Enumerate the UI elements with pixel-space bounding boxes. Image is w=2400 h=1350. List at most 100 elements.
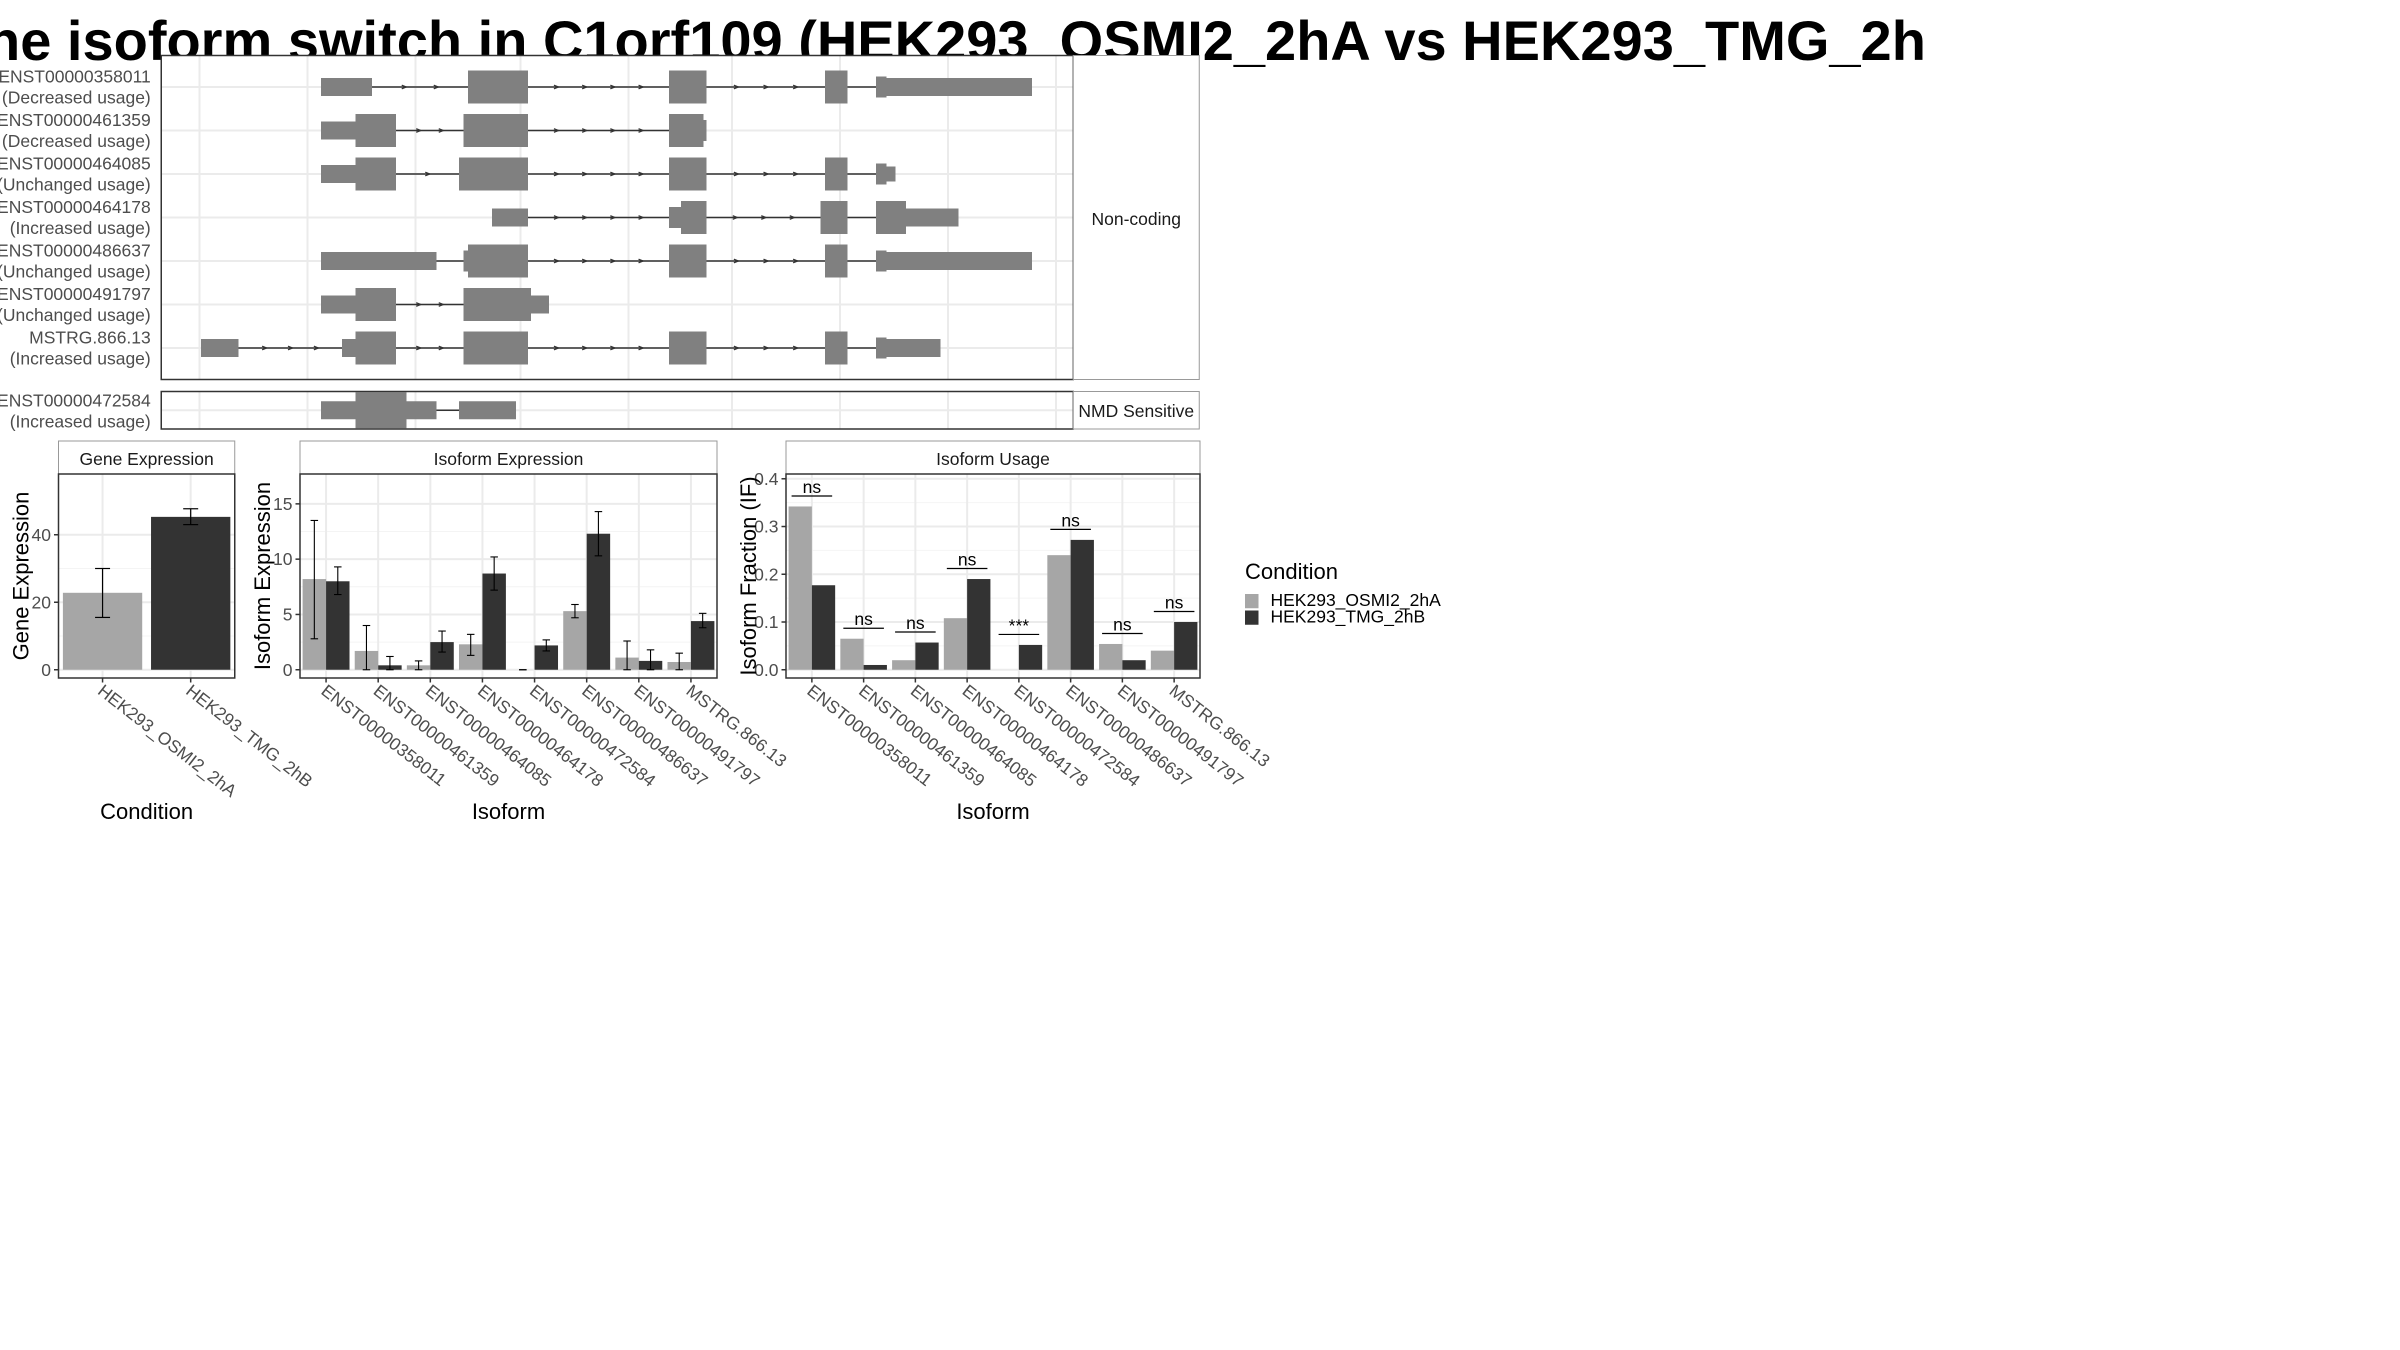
y-tick-label: 10 bbox=[273, 549, 293, 569]
exon-block bbox=[876, 163, 887, 185]
panel-border bbox=[57, 473, 236, 679]
intron-arrow bbox=[610, 345, 617, 351]
legend-title: Condition bbox=[1245, 559, 1338, 584]
isoform-row-id: ENST00000491797 bbox=[0, 284, 151, 304]
exon-block bbox=[669, 244, 707, 278]
intron-arrow bbox=[438, 128, 446, 133]
isoform-usage-bar bbox=[863, 664, 887, 670]
isoform-expression-bar bbox=[430, 642, 454, 670]
panel-strip bbox=[785, 440, 1201, 475]
exon-block bbox=[886, 339, 941, 357]
intron-arrow bbox=[733, 345, 741, 351]
y-tick-label: 20 bbox=[32, 592, 52, 612]
exon-block bbox=[321, 121, 356, 140]
isoform-usage-bar bbox=[840, 638, 864, 670]
significance-label: *** bbox=[1009, 615, 1030, 635]
isoform-row-usage: (Increased usage) bbox=[10, 412, 151, 432]
exon-block bbox=[463, 114, 528, 147]
isoform-usage-bar bbox=[1047, 555, 1071, 670]
exon-block bbox=[459, 157, 528, 191]
intron-arrow bbox=[553, 128, 561, 133]
isoform-expression-bar bbox=[534, 645, 559, 670]
isoform-row-id: ENST00000464178 bbox=[0, 197, 151, 217]
significance-label: ns bbox=[803, 477, 822, 497]
exon-block bbox=[463, 250, 468, 272]
isoform-expression-bar bbox=[690, 621, 715, 670]
exon-block bbox=[825, 157, 848, 191]
intron-arrow bbox=[792, 258, 800, 264]
intron-arrow bbox=[425, 171, 432, 177]
y-axis-title: Isoform Expression bbox=[250, 482, 275, 670]
intron-arrow bbox=[553, 258, 561, 264]
intron-arrow bbox=[553, 84, 561, 90]
isoform-usage-bar bbox=[1122, 660, 1146, 670]
exon-block bbox=[669, 70, 707, 104]
intron-arrow bbox=[553, 345, 561, 351]
intron-arrow bbox=[761, 215, 768, 220]
intron-arrow bbox=[638, 215, 645, 220]
legend-label: HEK293_OSMI2_2hA bbox=[1271, 590, 1442, 611]
exon-block bbox=[886, 166, 896, 182]
exon-block bbox=[681, 201, 707, 234]
isoform-expression-bar bbox=[586, 533, 611, 670]
panel-title: Isoform Expression bbox=[434, 449, 584, 469]
intron-arrow bbox=[638, 171, 645, 177]
exon-block bbox=[201, 339, 239, 357]
exon-block bbox=[531, 295, 549, 314]
nmd-strip bbox=[1072, 391, 1200, 430]
exon-block bbox=[820, 201, 848, 234]
exon-block bbox=[355, 392, 407, 429]
isoform-usage-bar bbox=[811, 585, 836, 670]
exon-block bbox=[468, 70, 528, 104]
intron-arrow bbox=[610, 84, 617, 90]
isoform-usage-bar bbox=[1018, 644, 1043, 670]
exon-block bbox=[355, 288, 396, 321]
exon-block bbox=[886, 78, 1032, 96]
isoform-expression-bar bbox=[326, 581, 350, 670]
intron-arrow bbox=[763, 84, 770, 90]
panel-border bbox=[785, 473, 1201, 679]
gene-expression-bar bbox=[151, 516, 231, 670]
isoform-row-usage: (Decreased usage) bbox=[2, 131, 151, 151]
isoform-usage-bar bbox=[943, 618, 968, 670]
y-tick-label: 40 bbox=[32, 525, 52, 545]
isoform-usage-bar bbox=[1070, 539, 1094, 670]
intron-arrow bbox=[401, 84, 409, 90]
exon-block bbox=[876, 201, 906, 234]
legend-key bbox=[1245, 610, 1259, 625]
intron-arrow bbox=[313, 345, 321, 351]
isoform-usage-bar bbox=[1174, 622, 1198, 670]
intron-arrow bbox=[733, 171, 741, 177]
intron-arrow bbox=[638, 84, 645, 90]
intron-arrow bbox=[610, 171, 617, 177]
exon-block bbox=[876, 250, 887, 272]
significance-label: ns bbox=[1113, 614, 1132, 634]
exon-block bbox=[321, 78, 372, 96]
exon-block bbox=[463, 288, 531, 321]
significance-label: ns bbox=[854, 609, 873, 629]
exon-block bbox=[906, 208, 959, 227]
legend-label: HEK293_TMG_2hB bbox=[1271, 607, 1426, 628]
intron-arrow bbox=[763, 345, 770, 351]
exon-block bbox=[355, 114, 396, 147]
y-tick-label: 0.0 bbox=[754, 660, 779, 680]
intron-arrow bbox=[610, 215, 617, 220]
isoform-row-usage: (Increased usage) bbox=[10, 349, 151, 369]
isoform-row-id: ENST00000358011 bbox=[0, 67, 151, 87]
isoform-usage-bar bbox=[1099, 643, 1123, 670]
intron-arrow bbox=[433, 84, 441, 90]
isoform-row-id: MSTRG.866.13 bbox=[29, 328, 151, 348]
exon-block bbox=[876, 76, 887, 98]
intron-arrow bbox=[553, 171, 561, 177]
exon-block bbox=[825, 70, 848, 104]
exon-block bbox=[669, 114, 704, 147]
significance-label: ns bbox=[1061, 510, 1080, 530]
intron-arrow bbox=[789, 215, 797, 220]
y-axis-title: Isoform Fraction (IF) bbox=[736, 476, 761, 675]
y-tick-label: 5 bbox=[283, 604, 293, 624]
exon-block bbox=[459, 401, 516, 420]
intron-arrow bbox=[610, 258, 617, 264]
intron-arrow bbox=[733, 84, 741, 90]
exon-block bbox=[321, 295, 356, 314]
